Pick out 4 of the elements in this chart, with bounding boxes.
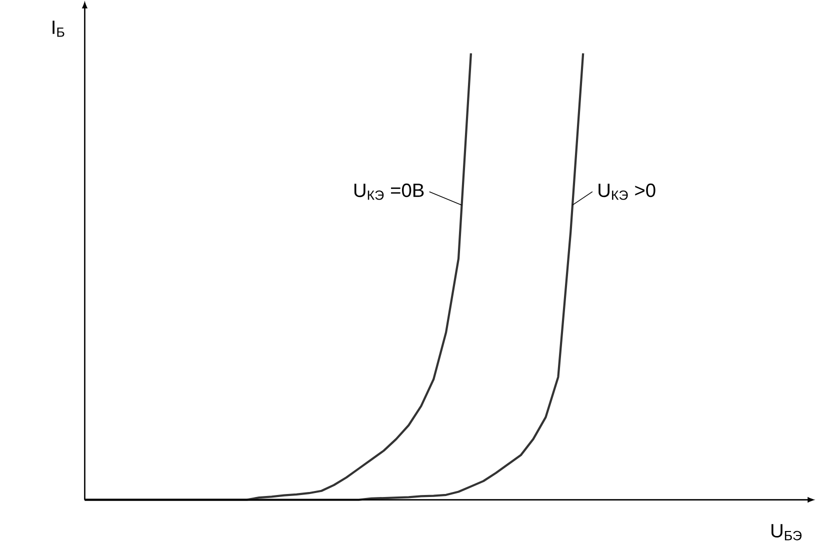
y-axis-title: I$_{Б}$ [52,20,64,37]
series-label: U$_{КЭ}$ >0 [598,184,656,200]
x-axis-title: U$_{БЭ}$ [772,524,802,540]
text: U$_{КЭ}$ =0В [354,184,424,200]
